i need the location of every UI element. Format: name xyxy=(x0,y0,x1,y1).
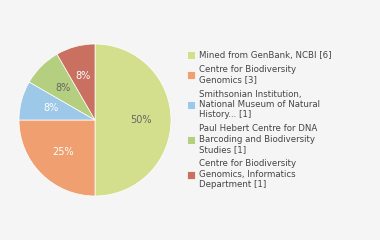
Wedge shape xyxy=(19,120,95,196)
Text: 8%: 8% xyxy=(55,83,70,93)
Wedge shape xyxy=(29,54,95,120)
Text: 25%: 25% xyxy=(52,147,74,157)
Text: 8%: 8% xyxy=(76,71,91,81)
Wedge shape xyxy=(57,44,95,120)
Legend: Mined from GenBank, NCBI [6], Centre for Biodiversity
Genomics [3], Smithsonian : Mined from GenBank, NCBI [6], Centre for… xyxy=(185,49,333,191)
Text: 50%: 50% xyxy=(130,115,151,125)
Text: 8%: 8% xyxy=(43,103,59,113)
Wedge shape xyxy=(19,82,95,120)
Wedge shape xyxy=(95,44,171,196)
